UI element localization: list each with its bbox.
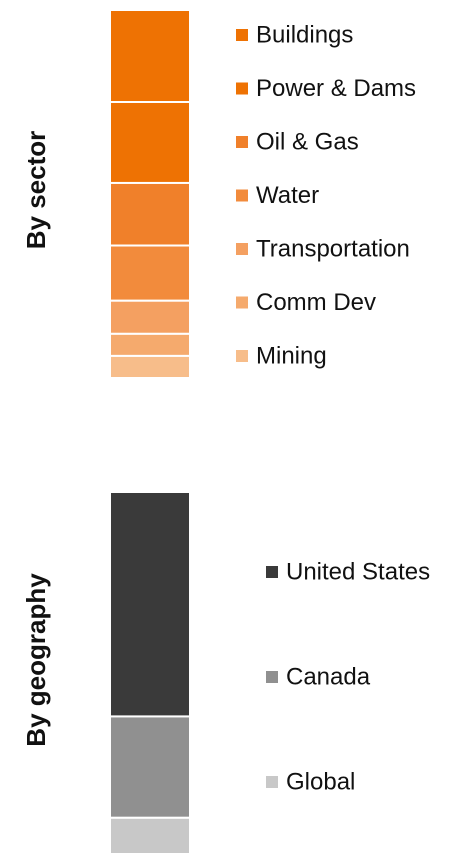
legend-label: Canada [286,663,371,690]
legend-swatch [236,82,248,95]
bar-segment [109,101,191,184]
bar-segment [109,332,191,357]
bar-segment [109,491,191,718]
legend-swatch [266,776,278,788]
legend-swatch [236,29,248,41]
bar-segment [109,181,191,247]
legend-label: United States [286,558,430,585]
legend-label: Buildings [256,21,353,48]
bar-segment [109,9,191,103]
legend-label: Water [256,182,319,209]
bar-segment [109,816,191,854]
legend-swatch [266,671,278,683]
y-axis-label: By geography [21,573,51,747]
bar-segment [109,244,191,302]
legend-label: Comm Dev [256,289,376,316]
legend-label: Power & Dams [256,75,416,102]
legend-label: Global [286,768,355,795]
bar-segment [109,715,191,819]
bar-segment [109,354,191,380]
y-axis-label: By sector [21,131,51,250]
legend-label: Mining [256,342,327,369]
legend-swatch [236,296,248,309]
bar-segment [109,299,191,335]
legend-swatch [236,189,248,202]
legend-swatch [236,350,248,362]
legend-label: Oil & Gas [256,128,359,155]
legend-swatch [236,136,248,148]
legend-swatch [236,243,248,255]
legend-label: Transportation [256,235,410,262]
legend-swatch [266,566,278,578]
